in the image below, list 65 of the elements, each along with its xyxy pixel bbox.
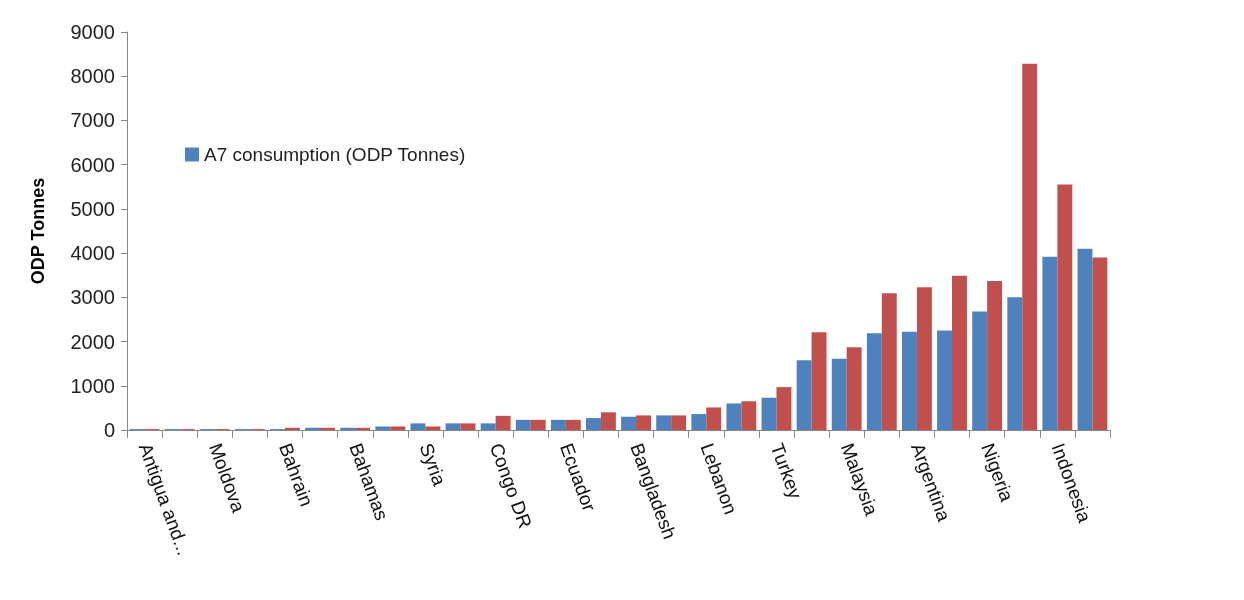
bar bbox=[305, 427, 321, 430]
bar bbox=[952, 275, 967, 430]
bar bbox=[355, 427, 371, 430]
y-tick-label: 4000 bbox=[70, 242, 115, 265]
bar bbox=[495, 415, 511, 430]
bar bbox=[515, 419, 531, 430]
y-tick-label: 5000 bbox=[70, 197, 115, 220]
bar bbox=[761, 397, 777, 430]
bar bbox=[410, 423, 426, 430]
bar bbox=[741, 401, 757, 430]
bar bbox=[831, 358, 847, 430]
bar bbox=[811, 332, 827, 430]
bar bbox=[776, 387, 792, 430]
y-tick-label: 7000 bbox=[70, 109, 115, 132]
bar bbox=[671, 415, 687, 430]
x-tick-label: Antigua and... bbox=[134, 440, 195, 558]
bar bbox=[706, 407, 722, 430]
x-tick-label: Nigeria bbox=[977, 440, 1018, 505]
bar bbox=[586, 418, 601, 430]
bar bbox=[916, 287, 932, 430]
bar bbox=[480, 423, 496, 430]
x-tick-label: Bahrain bbox=[275, 440, 318, 510]
bar bbox=[866, 333, 882, 430]
bar bbox=[1042, 256, 1058, 430]
bar bbox=[1022, 63, 1038, 430]
bar bbox=[1092, 257, 1108, 430]
bar bbox=[691, 414, 707, 430]
y-tick-label: 3000 bbox=[70, 286, 115, 309]
bar bbox=[284, 427, 300, 430]
bar bbox=[796, 360, 812, 430]
y-tick-label: 6000 bbox=[70, 153, 115, 176]
y-tick-label: 8000 bbox=[70, 65, 115, 88]
x-tick-label: Turkey bbox=[766, 440, 807, 502]
bar bbox=[621, 416, 637, 430]
x-tick-label: Congo DR bbox=[485, 440, 536, 531]
y-tick-label: 9000 bbox=[70, 21, 115, 43]
bar bbox=[1007, 297, 1023, 430]
bar bbox=[340, 427, 356, 430]
bar bbox=[425, 426, 441, 430]
bar bbox=[460, 423, 476, 430]
bar bbox=[656, 415, 672, 430]
bar bbox=[901, 331, 917, 430]
bar bbox=[375, 426, 391, 430]
bar bbox=[445, 423, 461, 430]
bar bbox=[320, 427, 336, 430]
bar bbox=[600, 412, 616, 430]
bar bbox=[881, 293, 897, 430]
y-tick-label: 1000 bbox=[70, 374, 115, 397]
y-tick-label: 2000 bbox=[70, 330, 115, 353]
x-tick-label: Syria bbox=[415, 440, 451, 489]
bar bbox=[390, 426, 406, 430]
y-axis-title: ODP Tonnes bbox=[28, 177, 48, 285]
bar bbox=[565, 419, 581, 430]
legend-label: A7 consumption (ODP Tonnes) bbox=[204, 144, 466, 165]
bar bbox=[530, 419, 546, 430]
bar bbox=[1057, 184, 1073, 430]
bar bbox=[987, 280, 1003, 430]
bar bbox=[636, 415, 651, 430]
bar bbox=[726, 403, 742, 430]
bar bbox=[937, 330, 953, 430]
bar bbox=[1077, 248, 1093, 430]
y-tick-label: 0 bbox=[103, 419, 115, 441]
bar bbox=[550, 419, 566, 430]
bar bbox=[846, 347, 862, 430]
bar bbox=[972, 311, 988, 430]
